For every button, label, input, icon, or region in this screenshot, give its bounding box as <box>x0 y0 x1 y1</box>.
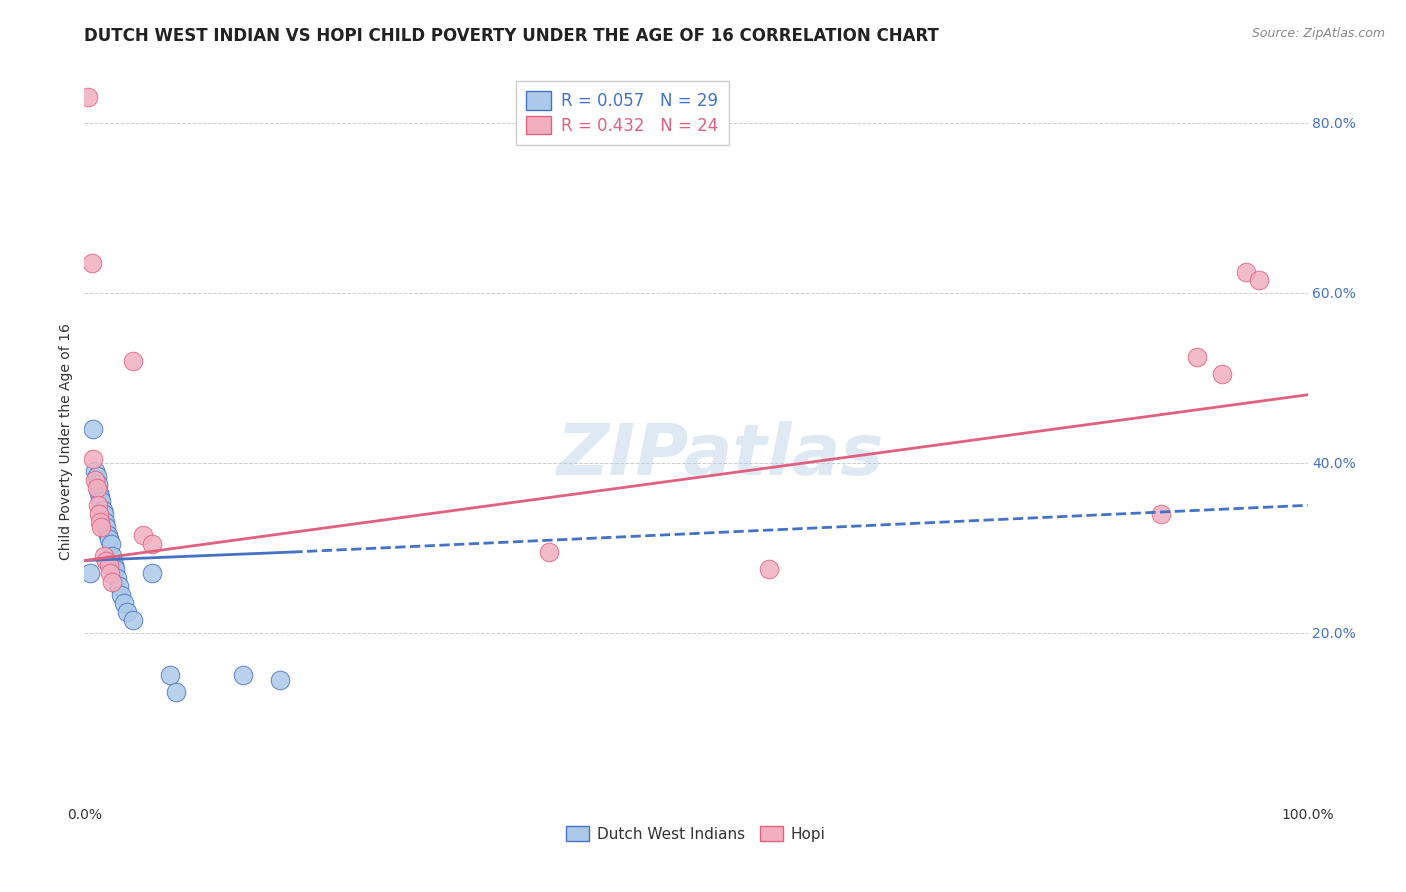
Point <box>758 562 780 576</box>
Point <box>97 533 120 547</box>
Y-axis label: Child Poverty Under the Age of 16: Child Poverty Under the Age of 16 <box>59 323 73 560</box>
Point <box>105 570 128 584</box>
Point <box>86 481 108 495</box>
Point <box>107 579 129 593</box>
Point <box>82 451 104 466</box>
Point <box>96 519 118 533</box>
Point <box>1150 507 1173 521</box>
Point <box>122 613 145 627</box>
Point <box>80 256 103 270</box>
Text: DUTCH WEST INDIAN VS HOPI CHILD POVERTY UNDER THE AGE OF 16 CORRELATION CHART: DUTCH WEST INDIAN VS HOPI CHILD POVERTY … <box>84 27 939 45</box>
Point <box>90 519 112 533</box>
Text: Source: ZipAtlas.com: Source: ZipAtlas.com <box>1251 27 1385 40</box>
Point <box>100 536 122 550</box>
Point <box>87 498 110 512</box>
Point <box>89 490 111 504</box>
Point <box>232 668 254 682</box>
Point <box>141 566 163 581</box>
Point <box>77 90 100 104</box>
Text: ZIPatlas: ZIPatlas <box>557 422 884 491</box>
Point <box>94 516 117 530</box>
Point <box>159 668 181 682</box>
Point <box>115 605 138 619</box>
Point <box>141 536 163 550</box>
Point <box>90 494 112 508</box>
Point <box>84 464 107 478</box>
Point <box>87 507 110 521</box>
Point <box>86 468 108 483</box>
Point <box>87 485 110 500</box>
Point <box>1211 367 1233 381</box>
Point <box>122 353 145 368</box>
Point <box>87 477 110 491</box>
Point <box>269 673 291 687</box>
Point <box>96 553 118 567</box>
Point <box>538 545 561 559</box>
Point <box>101 549 124 564</box>
Point <box>103 558 125 572</box>
Point <box>112 596 135 610</box>
Point <box>1236 264 1258 278</box>
Legend: Dutch West Indians, Hopi: Dutch West Indians, Hopi <box>558 818 834 849</box>
Point <box>79 566 101 581</box>
Point <box>97 558 120 572</box>
Point <box>110 588 132 602</box>
Point <box>104 562 127 576</box>
Point <box>97 528 120 542</box>
Point <box>165 685 187 699</box>
Point <box>91 502 114 516</box>
Point <box>82 422 104 436</box>
Point <box>93 507 115 521</box>
Point <box>1247 273 1270 287</box>
Point <box>84 473 107 487</box>
Point <box>132 528 155 542</box>
Point <box>101 574 124 589</box>
Point <box>93 549 115 564</box>
Point <box>98 566 121 581</box>
Point <box>1187 350 1209 364</box>
Point <box>89 516 111 530</box>
